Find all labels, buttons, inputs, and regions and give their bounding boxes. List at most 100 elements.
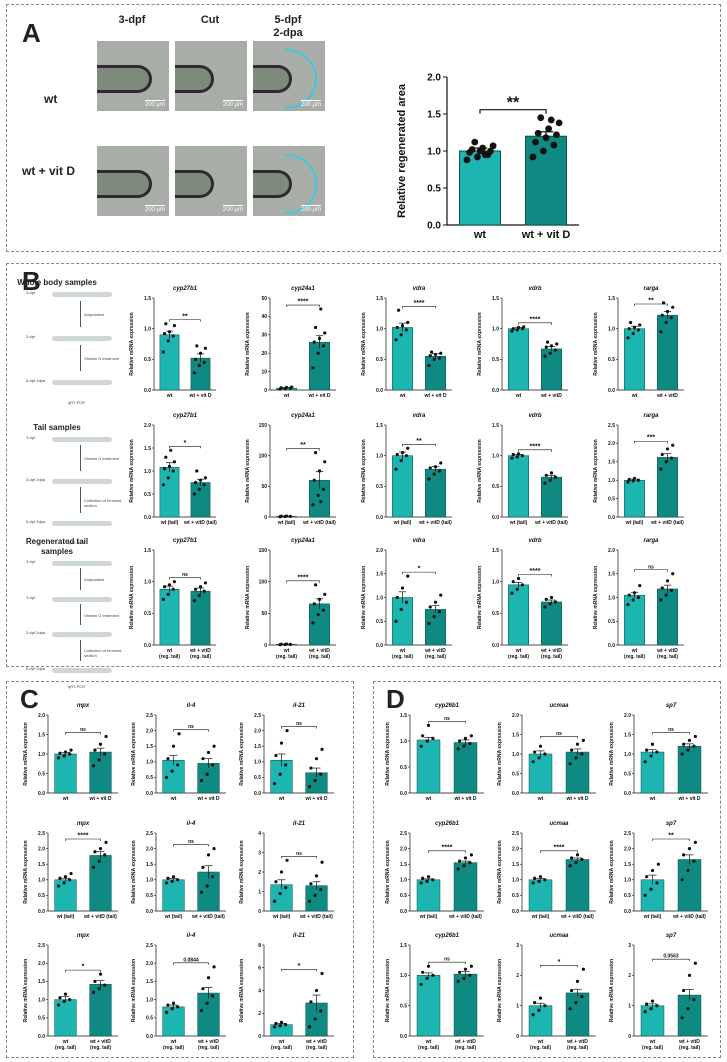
y-tick-label: 3 (516, 943, 519, 949)
panel-a-frame (6, 4, 721, 252)
data-point (68, 752, 72, 756)
y-tick-label: 0.5 (492, 484, 499, 490)
bar-treated (565, 992, 590, 1037)
y-tick-label: 1.5 (400, 943, 407, 949)
chart-title: vdrb (528, 413, 541, 419)
data-point (212, 965, 216, 969)
schematic-stage-label: 5-dpf 2dpa (26, 378, 46, 383)
data-point (279, 1020, 284, 1024)
data-point (547, 116, 555, 124)
y-tick-label: 1.5 (376, 572, 383, 578)
data-point (316, 493, 320, 498)
data-point (91, 990, 96, 994)
y-tick-label: 1.0 (254, 760, 261, 766)
data-point (687, 973, 692, 977)
bar-control (459, 150, 501, 226)
category-label: wt + vitD (tail) (448, 914, 482, 920)
y-tick-label: 0.5 (512, 771, 519, 777)
y-tick-label: 1.5 (608, 296, 615, 302)
data-point (538, 744, 543, 748)
category-label: wt (425, 1039, 432, 1045)
y-tick-label: 1.0 (624, 752, 631, 758)
data-point (636, 595, 641, 600)
data-point (279, 386, 283, 390)
y-tick-label: 2.5 (512, 831, 519, 837)
data-point (321, 344, 326, 348)
data-point (665, 447, 670, 451)
data-point (98, 972, 103, 976)
data-point (56, 1003, 61, 1007)
y-tick-label: 0.0 (400, 791, 407, 797)
bar-treated (309, 341, 330, 391)
y-tick-label: 0.0 (254, 791, 261, 797)
data-point (693, 840, 697, 844)
category-label: (reg. tail) (159, 654, 180, 660)
data-point (312, 602, 316, 606)
data-point (284, 385, 289, 390)
data-point (427, 622, 431, 626)
data-point (314, 988, 319, 993)
data-point (58, 996, 62, 1000)
data-point (404, 600, 409, 604)
data-point (643, 893, 647, 897)
data-point (172, 460, 177, 464)
chart-title: cyp27b1 (173, 286, 198, 292)
category-label: wt + vit D (565, 796, 588, 802)
significance-bracket (169, 319, 201, 322)
chart-title: il-21 (293, 821, 306, 827)
data-point (693, 961, 697, 965)
data-point (162, 585, 167, 589)
y-tick-label: 0.5 (376, 484, 383, 490)
significance-label: **** (78, 833, 89, 840)
data-point (659, 598, 663, 602)
data-point (433, 600, 438, 604)
data-point (468, 973, 472, 977)
category-label: wt + vitD (tail) (299, 914, 333, 920)
data-point (638, 323, 642, 327)
y-tick-label: 2.0 (146, 961, 153, 967)
y-tick-label: 1.0 (38, 997, 45, 1003)
significance-bracket (652, 838, 690, 841)
category-label: wt + vit D (188, 393, 211, 399)
y-tick-label: 0 (264, 388, 267, 394)
bar-control (159, 589, 180, 646)
data-point (555, 342, 559, 346)
y-tick-label: 1.0 (146, 878, 153, 884)
y-tick-label: 0.5 (400, 893, 407, 899)
fin-image-vitd-2dpa: 200 µm (253, 146, 325, 216)
data-point (473, 153, 481, 161)
data-point (626, 336, 630, 340)
y-tick-label: 1.5 (512, 732, 519, 738)
category-label: wt + vit D (521, 229, 571, 241)
data-point (323, 592, 327, 596)
data-point (649, 754, 653, 758)
data-point (284, 1023, 288, 1027)
data-point (93, 979, 97, 983)
fin-image-vitd-3dpf: 200 µm (97, 146, 169, 216)
y-tick-label: 0.0 (144, 388, 151, 394)
column-label-5dpf: 5-dpf 2-dpa (273, 14, 303, 39)
data-point (645, 748, 649, 752)
data-point (395, 452, 399, 457)
category-label: wt + vitD (308, 648, 330, 654)
category-label: (reg. tail) (306, 1045, 327, 1051)
significance-label: ns (668, 727, 674, 733)
schematic-stage-label: 3-dpf (26, 290, 36, 295)
category-label: (reg. tail) (55, 1045, 76, 1051)
data-point (692, 744, 696, 748)
data-point (203, 476, 208, 480)
category-label: (reg. tail) (455, 1045, 476, 1051)
chart-B5: rarga Relative mRNA expression 0.0 0.5 1.0 1.… (593, 286, 684, 399)
y-tick-label: 1.0 (492, 579, 499, 585)
y-tick-label: 0 (264, 515, 267, 521)
chart-title: vdrb (528, 286, 541, 292)
bar-control (640, 1005, 665, 1037)
data-point (400, 451, 405, 455)
significance-label: ** (182, 313, 188, 320)
data-point (568, 762, 572, 766)
data-point (171, 744, 176, 748)
category-label: (reg. tail) (190, 654, 211, 660)
significance-label: ** (507, 95, 520, 112)
significance-bracket (169, 577, 201, 580)
data-point (458, 739, 462, 743)
